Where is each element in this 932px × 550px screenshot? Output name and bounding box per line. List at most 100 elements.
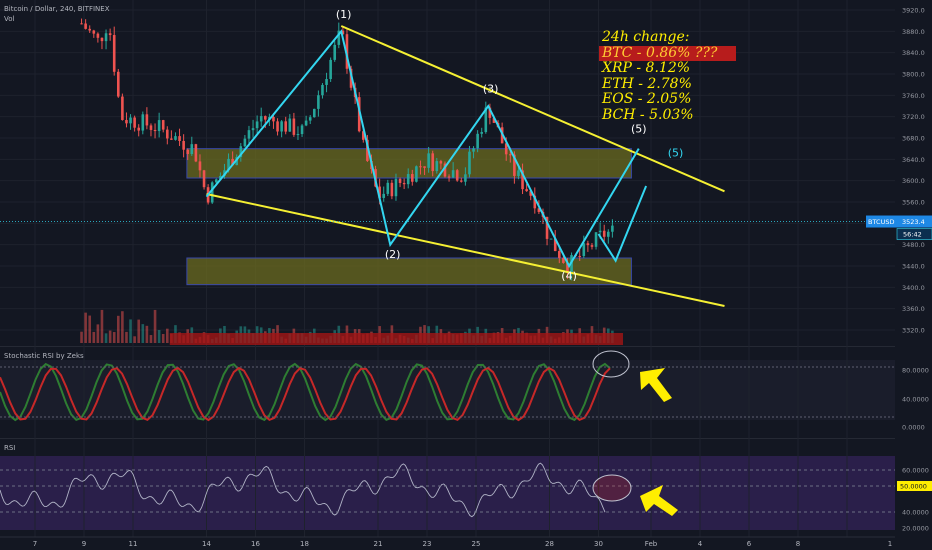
- candle: [88, 28, 92, 31]
- candle: [415, 166, 418, 182]
- change-line-xrp: XRP - 8.12%: [602, 60, 691, 76]
- change-line-bch: BCH - 5.03%: [602, 106, 694, 123]
- volume-bar: [145, 325, 149, 343]
- candle: [484, 107, 488, 133]
- price-axis-tick: 3720.0: [902, 113, 925, 121]
- candle: [276, 121, 279, 132]
- candle: [112, 35, 116, 72]
- candle: [398, 178, 402, 183]
- candle: [570, 255, 573, 273]
- volume-bar: [112, 332, 116, 343]
- time-axis-tick: 7: [33, 540, 37, 548]
- candle: [308, 117, 312, 121]
- candle: [210, 182, 214, 203]
- candle: [513, 154, 516, 176]
- wave-label: (3): [483, 83, 499, 96]
- price-axis-tick: 3400.0: [902, 284, 925, 292]
- candle: [264, 116, 267, 120]
- price-axis-tick: 3560.0: [902, 199, 925, 207]
- time-axis-tick: 21: [374, 540, 383, 548]
- candle: [96, 33, 100, 38]
- candle: [562, 257, 565, 263]
- candle: [182, 140, 185, 150]
- symbol-title: Bitcoin / Dollar, 240, BITFINEX: [4, 5, 110, 13]
- candle: [545, 216, 549, 239]
- time-axis-tick: 30: [594, 540, 603, 548]
- time-axis-tick: 4: [698, 540, 703, 548]
- price-axis-tick: 3680.0: [902, 135, 925, 143]
- candle: [219, 175, 222, 180]
- time-axis-tick: 1: [888, 540, 892, 548]
- candle: [251, 128, 255, 131]
- current-price-symbol: BTCUSD: [868, 218, 894, 226]
- candle: [333, 44, 337, 60]
- candle: [533, 195, 537, 209]
- candle: [280, 121, 283, 132]
- rsi-axis-tick: 20.0000: [902, 525, 929, 533]
- candle: [472, 148, 475, 152]
- stoch-axis-tick: 0.0000: [902, 424, 925, 432]
- volume-bar: [117, 315, 120, 343]
- candle: [247, 130, 251, 139]
- pane-separator: [0, 346, 895, 347]
- candle: [504, 143, 508, 155]
- candle: [255, 121, 259, 129]
- candle: [488, 107, 492, 118]
- candle: [529, 191, 533, 196]
- price-axis-tick: 3480.0: [902, 241, 925, 249]
- stoch-axis-tick: 80.0000: [902, 367, 929, 375]
- price-axis-tick: 3760.0: [902, 92, 925, 100]
- candle: [284, 121, 288, 132]
- candle: [590, 245, 594, 247]
- candle: [578, 255, 582, 257]
- candle: [468, 151, 471, 175]
- candle: [125, 119, 128, 124]
- candle: [553, 238, 557, 252]
- candle: [566, 262, 569, 273]
- candle: [423, 166, 426, 168]
- candle: [402, 182, 406, 185]
- candle: [419, 166, 422, 168]
- arrow-icon: [640, 485, 678, 516]
- time-axis-tick: 25: [472, 540, 481, 548]
- candle: [325, 79, 328, 85]
- price-axis-tick: 3600.0: [902, 177, 925, 185]
- highlight-ellipse: [592, 474, 632, 502]
- volume-bar: [96, 324, 100, 343]
- volume-bar: [125, 331, 128, 343]
- candle: [492, 117, 496, 123]
- candle: [145, 114, 149, 126]
- wave-label: (5): [631, 123, 647, 136]
- candle-countdown: 56:42: [903, 231, 922, 239]
- candle: [602, 230, 606, 237]
- candle: [174, 136, 177, 140]
- current-price-value: 3523.4: [902, 218, 925, 226]
- change-title: 24h change:: [602, 29, 690, 45]
- candle: [439, 161, 443, 164]
- stoch-k-line: [0, 362, 611, 422]
- candle: [243, 138, 247, 147]
- volume-bar: [157, 330, 161, 343]
- volume-bar: [166, 328, 169, 343]
- candle: [451, 170, 455, 178]
- volume-bar: [104, 333, 108, 343]
- time-axis-tick: 18: [300, 540, 309, 548]
- candle: [121, 96, 124, 120]
- candle: [239, 146, 243, 158]
- candle: [161, 120, 165, 130]
- candle: [190, 144, 194, 155]
- time-axis-tick: Feb: [645, 540, 658, 548]
- candle: [215, 179, 218, 183]
- candle: [517, 170, 520, 176]
- candle: [357, 97, 361, 132]
- candle: [227, 158, 230, 171]
- candle: [317, 95, 320, 109]
- candle: [558, 251, 561, 258]
- volume-ma-band: [169, 333, 623, 345]
- candle: [178, 136, 181, 141]
- volume-bar: [137, 319, 141, 343]
- candle: [586, 243, 590, 246]
- candle: [464, 174, 467, 182]
- wave-label: (5): [668, 147, 684, 160]
